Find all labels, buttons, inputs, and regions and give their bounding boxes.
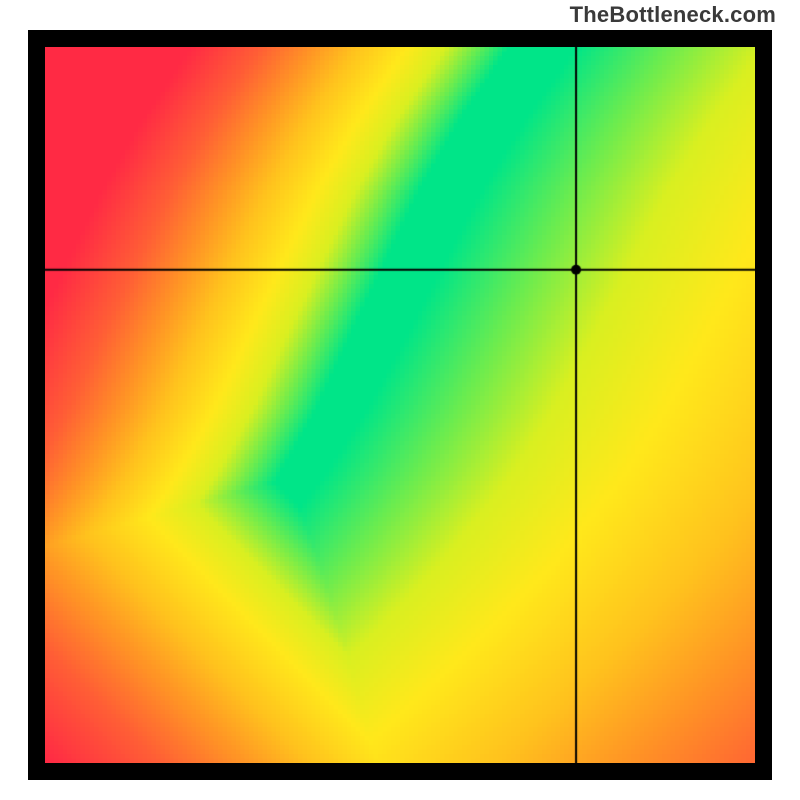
chart-container: TheBottleneck.com xyxy=(0,0,800,800)
crosshair-overlay xyxy=(45,47,755,763)
watermark-text: TheBottleneck.com xyxy=(570,2,776,28)
